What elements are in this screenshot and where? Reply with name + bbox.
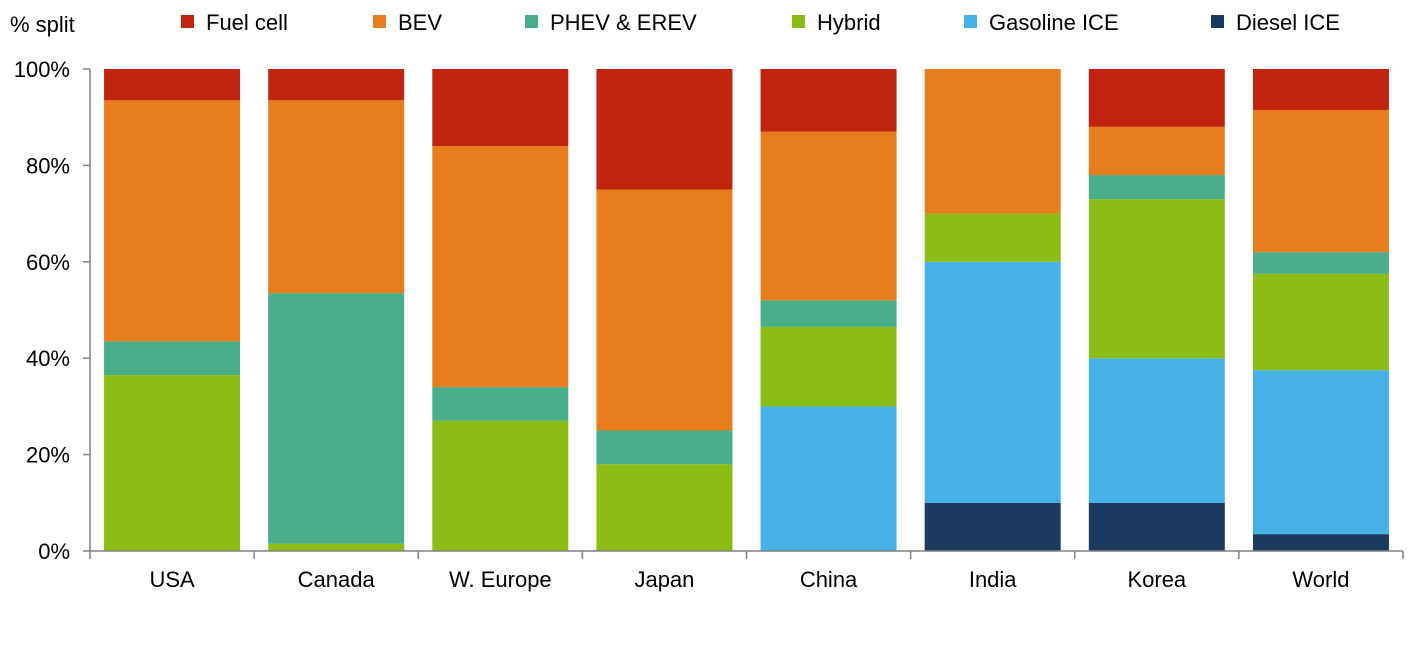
bar-india-bev [924, 69, 1061, 214]
x-tick-label: Korea [1127, 567, 1186, 592]
bar-china-hybrid [760, 326, 897, 407]
bar-india-diesel-ice [924, 502, 1061, 551]
x-tick-label: World [1292, 567, 1349, 592]
legend-label-phev-erev: PHEV & EREV [550, 10, 697, 35]
x-tick-label: China [800, 567, 858, 592]
bar-korea-gasoline-ice [1088, 358, 1225, 503]
bar-india-gasoline-ice [924, 261, 1061, 503]
legend-swatch-bev [373, 15, 386, 28]
ticks: 0% 20% 40% 60% 80% 100% USA Canada W. Europe Japa… [14, 57, 1404, 592]
y-tick-label: 0% [38, 539, 70, 564]
y-tick-label: 20% [26, 443, 70, 468]
bar-japan-fuel-cell [596, 69, 733, 190]
bar-korea-hybrid [1088, 199, 1225, 359]
bar-canada-phev-erev [268, 293, 405, 544]
bar-w-europe-bev [432, 146, 569, 388]
bar-korea-phev-erev [1088, 175, 1225, 200]
y-tick-label: 40% [26, 346, 70, 371]
bar-world-bev [1252, 109, 1389, 253]
bar-canada-hybrid [268, 543, 405, 551]
bar-canada-bev [268, 100, 405, 294]
bar-w-europe-hybrid [432, 420, 569, 551]
bar-world-phev-erev [1252, 252, 1389, 274]
bar-china-phev-erev [760, 300, 897, 327]
x-tick-label: W. Europe [449, 567, 552, 592]
bar-world-gasoline-ice [1252, 370, 1389, 535]
bar-korea-bev [1088, 126, 1225, 176]
legend-label-fuel-cell: Fuel cell [206, 10, 288, 35]
x-tick-label: Japan [634, 567, 694, 592]
legend-swatch-phev-erev [525, 15, 538, 28]
legend-label-diesel-ice: Diesel ICE [1236, 10, 1340, 35]
legend-label-hybrid: Hybrid [817, 10, 881, 35]
y-tick-label: 80% [26, 153, 70, 178]
legend-swatch-fuel-cell [181, 15, 194, 28]
bar-usa-phev-erev [104, 341, 241, 376]
x-tick-label: USA [149, 567, 195, 592]
legend-swatch-hybrid [792, 15, 805, 28]
bar-korea-fuel-cell [1088, 69, 1225, 127]
bar-japan-bev [596, 189, 733, 431]
bars [104, 69, 1389, 551]
bar-world-diesel-ice [1252, 534, 1389, 551]
x-tick-label: India [969, 567, 1017, 592]
bar-world-hybrid [1252, 273, 1389, 371]
bar-canada-fuel-cell [268, 69, 405, 101]
bar-india-hybrid [924, 213, 1061, 262]
bar-japan-phev-erev [596, 430, 733, 465]
legend-label-gasoline-ice: Gasoline ICE [989, 10, 1119, 35]
bar-usa-bev [104, 100, 241, 342]
bar-usa-hybrid [104, 375, 241, 551]
legend: Fuel cell BEV PHEV & EREV Hybrid Gasoline IC… [181, 10, 1340, 35]
legend-swatch-gasoline-ice [964, 15, 977, 28]
bar-korea-diesel-ice [1088, 502, 1225, 551]
bar-usa-fuel-cell [104, 69, 241, 101]
x-tick-label: Canada [298, 567, 376, 592]
bar-w-europe-fuel-cell [432, 69, 569, 147]
legend-swatch-diesel-ice [1211, 15, 1224, 28]
bar-china-gasoline-ice [760, 406, 897, 551]
bar-china-fuel-cell [760, 69, 897, 132]
y-tick-label: 100% [14, 57, 70, 82]
bar-w-europe-phev-erev [432, 387, 569, 421]
y-tick-label: 60% [26, 250, 70, 275]
legend-label-bev: BEV [398, 10, 442, 35]
bar-world-fuel-cell [1252, 69, 1389, 110]
y-axis-label: % split [10, 12, 75, 37]
bar-japan-hybrid [596, 464, 733, 551]
bar-china-bev [760, 131, 897, 301]
